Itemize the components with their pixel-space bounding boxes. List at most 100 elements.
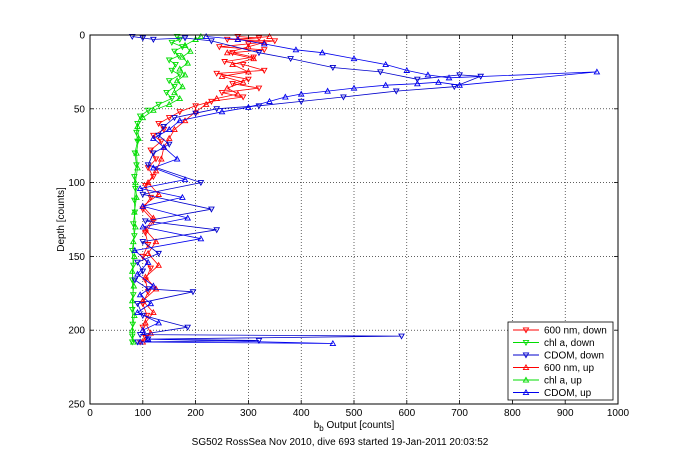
x-tick-label: 300 xyxy=(240,408,257,419)
point-cdom-up xyxy=(131,246,139,254)
point-chl-a-down xyxy=(128,339,136,346)
point-cdom-down xyxy=(165,141,173,148)
legend-swatch-marker xyxy=(522,352,530,359)
point-cdom-down xyxy=(208,38,215,45)
point-600-nm-up xyxy=(181,117,189,124)
point-cdom-down xyxy=(189,289,197,296)
point-chl-a-down xyxy=(173,33,181,41)
point-cdom-down xyxy=(155,132,163,139)
point-cdom-up xyxy=(139,326,147,333)
legend-item-chl-a-down[interactable]: chl a, down xyxy=(513,338,595,349)
legend-swatch-marker xyxy=(522,339,530,347)
point-cdom-up xyxy=(234,35,242,42)
point-chl-a-up xyxy=(133,193,140,200)
point-600-nm-down xyxy=(139,206,147,213)
point-cdom-down xyxy=(392,88,400,95)
point-600-nm-down xyxy=(260,67,268,74)
legend-item-cdom-down[interactable]: CDOM, down xyxy=(513,351,604,362)
point-cdom-down xyxy=(255,50,263,57)
point-cdom-down xyxy=(171,115,178,122)
point-600-nm-down xyxy=(250,54,258,61)
point-cdom-down xyxy=(329,64,337,71)
point-600-nm-up xyxy=(202,100,210,107)
point-chl-a-down xyxy=(168,67,176,74)
series-line-chl-a-up xyxy=(131,36,202,343)
point-chl-a-up xyxy=(128,297,136,304)
point-cdom-down xyxy=(149,36,157,43)
point-chl-a-up xyxy=(130,252,138,259)
point-cdom-up xyxy=(281,93,289,100)
point-cdom-up xyxy=(350,55,358,62)
legend-label: 600 nm, up xyxy=(544,363,594,374)
point-600-nm-up xyxy=(245,68,252,75)
point-600-nm-down xyxy=(176,109,184,116)
grid xyxy=(90,35,618,404)
point-600-nm-up xyxy=(213,94,221,101)
legend-item-chl-a-up[interactable]: chl a, up xyxy=(513,376,582,387)
x-tick-label: 0 xyxy=(87,408,93,419)
legend-item-600-nm-down[interactable]: 600 nm, down xyxy=(513,326,607,337)
point-600-nm-down xyxy=(155,121,163,128)
point-cdom-down xyxy=(142,218,149,225)
point-cdom-down xyxy=(139,191,147,198)
point-600-nm-down xyxy=(144,165,152,172)
point-cdom-up xyxy=(445,74,453,81)
x-axis-title-subscript: b xyxy=(319,424,324,433)
point-cdom-down xyxy=(144,286,152,293)
point-cdom-up xyxy=(424,71,432,78)
point-600-nm-down xyxy=(221,59,229,66)
y-tick-label: 0 xyxy=(79,31,85,42)
legend-label: 600 nm, down xyxy=(544,326,607,337)
point-cdom-down xyxy=(456,72,463,79)
point-600-nm-up xyxy=(229,60,236,68)
legend-label: CDOM, down xyxy=(544,351,604,362)
point-chl-a-down xyxy=(136,113,144,120)
point-600-nm-up xyxy=(223,84,231,91)
point-chl-a-up xyxy=(165,100,173,107)
point-cdom-up xyxy=(202,32,210,40)
point-chl-a-up xyxy=(130,311,138,318)
point-cdom-down xyxy=(131,277,139,284)
point-600-nm-down xyxy=(213,70,221,77)
point-cdom-up xyxy=(456,81,463,88)
point-cdom-up xyxy=(149,134,157,141)
x-tick-label: 1000 xyxy=(607,408,630,419)
point-600-nm-down xyxy=(139,301,147,308)
point-cdom-up xyxy=(292,46,300,53)
point-600-nm-down xyxy=(260,47,268,54)
point-cdom-up xyxy=(181,176,189,183)
point-chl-a-up xyxy=(179,83,186,90)
point-600-nm-down xyxy=(142,277,149,284)
point-chl-a-up xyxy=(181,41,189,48)
point-cdom-up xyxy=(245,103,252,110)
point-cdom-up xyxy=(297,90,305,97)
figure-caption: SG502 RossSea Nov 2010, dive 693 started… xyxy=(192,437,489,448)
point-cdom-up xyxy=(218,108,226,115)
point-chl-a-down xyxy=(175,53,183,60)
series-cdom-up xyxy=(131,32,601,347)
x-axis-title-rest: Output [counts] xyxy=(324,420,395,431)
point-600-nm-up xyxy=(218,72,226,79)
point-cdom-up xyxy=(197,235,205,242)
point-600-nm-up xyxy=(152,238,160,245)
point-chl-a-up xyxy=(197,32,205,40)
point-cdom-up xyxy=(324,87,331,94)
point-chl-a-down xyxy=(134,138,141,145)
x-axis-title-main: b xyxy=(314,420,320,431)
legend-item-cdom-up[interactable]: CDOM, up xyxy=(513,388,592,399)
point-600-nm-up xyxy=(142,226,149,233)
point-chl-a-up xyxy=(181,71,189,78)
series-line-cdom-down xyxy=(132,36,481,343)
point-600-nm-down xyxy=(245,41,252,48)
point-chl-a-down xyxy=(168,95,176,102)
legend-item-600-nm-up[interactable]: 600 nm, up xyxy=(513,363,594,374)
point-cdom-up xyxy=(136,338,144,345)
point-cdom-up xyxy=(165,125,173,132)
point-cdom-up xyxy=(382,60,390,68)
point-chl-a-up xyxy=(134,164,141,171)
x-axis-ticks: 0 100 200 300 400 500 600 700 800 900 1000 xyxy=(87,35,630,419)
point-600-nm-up xyxy=(250,55,258,62)
point-chl-a-up xyxy=(129,338,137,345)
point-600-nm-down xyxy=(223,36,231,43)
